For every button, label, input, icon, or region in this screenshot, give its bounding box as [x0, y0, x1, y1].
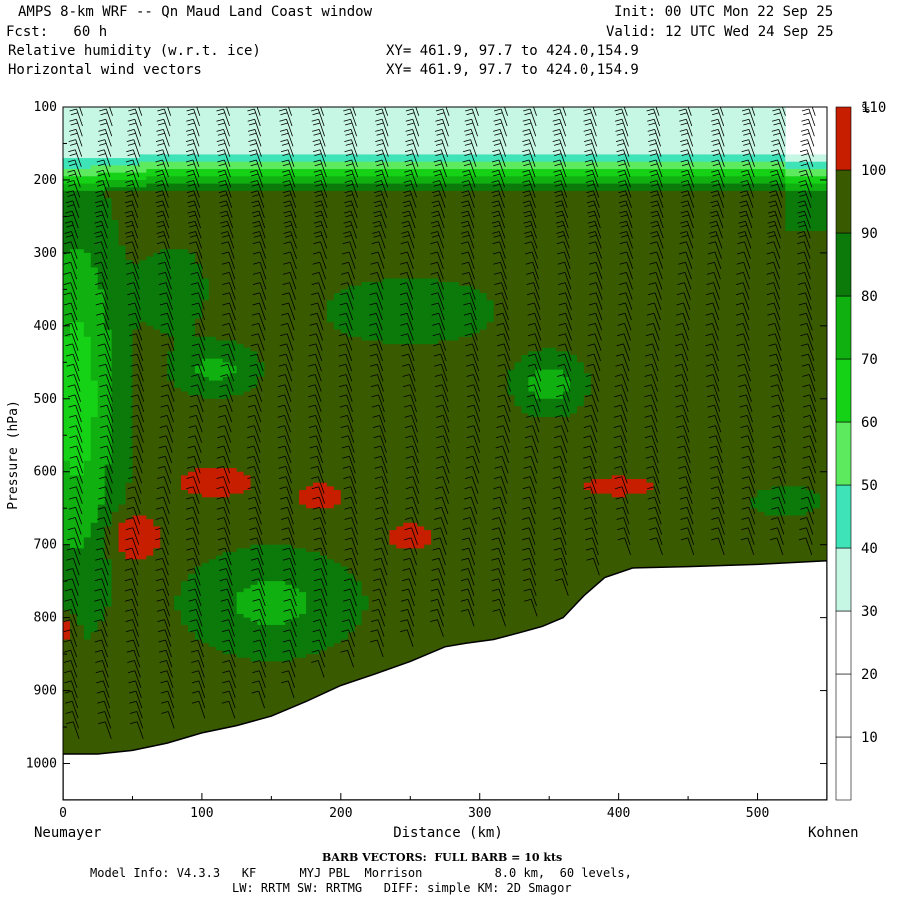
colorbar-level-label: 50 — [861, 478, 878, 494]
colorbar-swatch — [835, 169, 852, 234]
x-tick-label: 200 — [329, 806, 352, 821]
colorbar-level-label: 10 — [861, 730, 878, 746]
x-axis-label: Distance (km) — [393, 825, 503, 841]
colorbar-unit: % — [862, 102, 870, 117]
y-tick-label: 700 — [34, 538, 57, 553]
init-time: Init: 00 UTC Mon 22 Sep 25 — [614, 4, 833, 20]
model-info-1: Model Info: V4.3.3 KF MYJ PBL Morrison 8… — [90, 866, 632, 880]
field1-xy: XY= 461.9, 97.7 to 424.0,154.9 — [386, 43, 639, 59]
colorbar-swatch — [835, 295, 852, 360]
colorbar-level-label: 110 — [861, 100, 886, 116]
field2-label: Horizontal wind vectors — [8, 62, 202, 78]
plot-frame — [62, 106, 828, 801]
left-endpoint-label: Neumayer — [34, 825, 101, 841]
y-tick-label: 100 — [34, 100, 57, 115]
y-tick-label: 600 — [34, 465, 57, 480]
chart-title: AMPS 8-km WRF -- Qn Maud Land Coast wind… — [18, 4, 372, 20]
colorbar-swatch — [835, 547, 852, 612]
y-tick-label: 400 — [34, 319, 57, 334]
x-tick-label: 100 — [190, 806, 213, 821]
colorbar-swatch — [835, 484, 852, 549]
y-tick-label: 200 — [34, 173, 57, 188]
x-tick-label: 0 — [59, 806, 67, 821]
y-axis-label: Pressure (hPa) — [6, 400, 21, 510]
colorbar-level-label: 20 — [861, 667, 878, 683]
colorbar-swatch — [835, 673, 852, 738]
right-endpoint-label: Kohnen — [808, 825, 859, 841]
barb-note: BARB VECTORS: FULL BARB = 10 kts — [322, 851, 562, 865]
field1-label: Relative humidity (w.r.t. ice) — [8, 43, 261, 59]
x-tick-label: 500 — [746, 806, 769, 821]
terrain-surface — [63, 559, 827, 800]
axes: 100 200 300 400 500 600 700 800 900 1000 0 100 200 30… — [26, 100, 827, 821]
y-tick-label: 500 — [34, 392, 57, 407]
x-tick-label: 400 — [607, 806, 630, 821]
colorbar-level-label: 90 — [861, 226, 878, 242]
x-tick-label: 300 — [468, 806, 491, 821]
colorbar-level-label: 60 — [861, 415, 878, 431]
colorbar-level-label: 100 — [861, 163, 886, 179]
colorbar-level-label: 80 — [861, 289, 878, 305]
colorbar-level-label: 70 — [861, 352, 878, 368]
model-info-2: LW: RRTM SW: RRTMG DIFF: simple KM: 2D S… — [232, 881, 572, 895]
y-tick-label: 1000 — [26, 757, 57, 772]
colorbar-swatch — [835, 106, 852, 171]
y-tick-label: 300 — [34, 246, 57, 261]
colorbar-level-label: 30 — [861, 604, 878, 620]
colorbar-level-label: 40 — [861, 541, 878, 557]
valid-time: Valid: 12 UTC Wed 24 Sep 25 — [606, 24, 834, 40]
y-tick-label: 800 — [34, 611, 57, 626]
colorbar-swatch — [835, 358, 852, 423]
colorbar-swatch — [835, 610, 852, 675]
field2-xy: XY= 461.9, 97.7 to 424.0,154.9 — [386, 62, 639, 78]
y-tick-label: 900 — [34, 684, 57, 699]
colorbar-swatch — [835, 232, 852, 297]
colorbar: 10 20 30 40 50 60 70 80 90 100 110 — [835, 100, 886, 801]
forecast-hour: Fcst: 60 h — [6, 24, 107, 40]
colorbar-swatch — [835, 736, 852, 801]
colorbar-swatch — [835, 421, 852, 486]
wind-barbs — [63, 107, 817, 739]
